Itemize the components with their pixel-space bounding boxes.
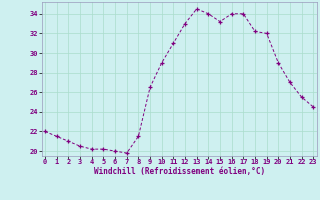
X-axis label: Windchill (Refroidissement éolien,°C): Windchill (Refroidissement éolien,°C) bbox=[94, 167, 265, 176]
